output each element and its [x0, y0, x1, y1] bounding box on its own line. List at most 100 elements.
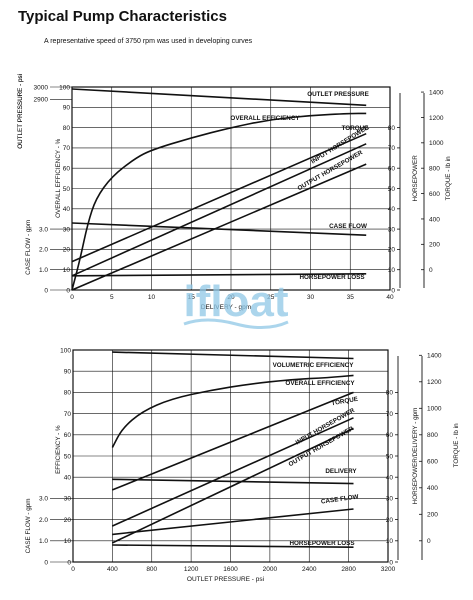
chart2-efficiency-tick-label: 40 — [64, 475, 72, 482]
chart2-efficiency-tick-label: 60 — [64, 432, 72, 439]
chart2-torque-tick-label: 1200 — [427, 379, 442, 386]
chart2-hp-delivery-tick-label: 60 — [386, 432, 394, 439]
chart1-torque-tick-label: 1000 — [429, 140, 444, 147]
chart1-horsepower-tick-label: 80 — [388, 125, 396, 132]
watermark-text: ifloat — [183, 277, 288, 326]
chart2-series-output-horsepower — [112, 427, 354, 544]
chart1-case-flow-tick-label: 2.0 — [39, 247, 48, 254]
chart2-x-tick-label: 3200 — [381, 566, 396, 573]
chart1-x-tick-label: 20 — [227, 294, 235, 301]
chart1-x-tick-label: 40 — [386, 294, 394, 301]
chart1-x-tick-label: 25 — [267, 294, 275, 301]
chart1-horsepower-tick-label: 0 — [391, 287, 395, 294]
chart1-torque-tick-label: 200 — [429, 242, 440, 249]
chart1-outlet-pressure-axis-label: OUTLET PRESSURE - psi — [17, 74, 24, 149]
chart1-x-tick-label: 0 — [70, 294, 74, 301]
chart2-torque-tick-label: 0 — [427, 538, 431, 545]
chart2-efficiency-tick-label: 70 — [64, 411, 72, 418]
chart1-x-tick-label: 35 — [347, 294, 355, 301]
chart2-x-tick-label: 1600 — [223, 566, 238, 573]
chart2-series-label-horsepower-loss: HORSEPOWER LOSS — [289, 540, 354, 547]
chart1-horsepower-axis-label: HORSEPOWER — [412, 155, 419, 202]
chart2-series-label-case-flow: CASE FLOW — [321, 493, 359, 505]
chart2-hp-delivery-axis-label: HORSEPOWER/DELIVERY - gpm — [412, 408, 419, 505]
chart1-efficiency-tick-label: 90 — [63, 105, 71, 112]
chart2-series-label-delivery: DELIVERY — [325, 468, 357, 475]
chart2-x-tick-label: 1200 — [184, 566, 199, 573]
chart1-series-label-horsepower-loss: HORSEPOWER LOSS — [299, 274, 364, 281]
chart2-series-delivery — [112, 478, 354, 485]
chart1-series-label-case-flow: CASE FLOW — [329, 223, 367, 230]
chart2-torque-tick-label: 200 — [427, 512, 438, 519]
chart1-case-flow-tick-label: 3.0 — [39, 226, 48, 233]
chart2-hp-delivery-tick-label: 40 — [386, 475, 394, 482]
chart1-case-flow-tick-label: 0 — [44, 287, 48, 294]
chart1-torque-axis-label: TORQUE - lb in — [445, 156, 452, 200]
chart2-series-label-torque: TORQUE — [331, 396, 359, 408]
chart1-efficiency-axis-label: OVERALL EFFICIENCY - % — [55, 138, 62, 217]
chart1-efficiency-tick-label: 40 — [63, 206, 71, 213]
page-title: Typical Pump Characteristics — [18, 8, 227, 25]
chart2-x-tick-label: 800 — [146, 566, 157, 573]
chart2-hp-delivery-tick-label: 20 — [386, 517, 394, 524]
chart1-outlet-pressure-tick-label: 2900 — [34, 97, 49, 104]
chart1-efficiency-tick-label: 50 — [63, 186, 71, 193]
chart2-torque-tick-label: 600 — [427, 459, 438, 466]
chart2-series-torque — [112, 391, 354, 491]
chart1-efficiency-tick-label: 80 — [63, 125, 71, 132]
chart2-x-tick-label: 0 — [71, 566, 75, 573]
chart1-series-label-overall-efficiency: OVERALL EFFICIENCY — [230, 115, 300, 122]
chart1-series-case-flow — [71, 222, 367, 236]
chart1-efficiency-tick-label: 60 — [63, 166, 71, 173]
chart1-horsepower-tick-label: 40 — [388, 206, 396, 213]
chart1-series-output-horsepower — [71, 163, 367, 291]
chart2-hp-delivery-tick-label: 0 — [389, 559, 393, 566]
chart1-outlet-pressure-axis-label: OUTLET PRESSURE - psi — [17, 74, 24, 149]
chart2-efficiency-tick-label: 20 — [64, 517, 72, 524]
watermark-wave-icon — [183, 318, 289, 329]
chart1-torque-tick-label: 1200 — [429, 115, 444, 122]
chart1-torque-tick-label: 1400 — [429, 89, 444, 96]
chart2-series-label-overall-efficiency: OVERALL EFFICIENCY — [285, 380, 355, 387]
chart1-case-flow-axis-label: CASE FLOW - gpm — [25, 220, 32, 275]
chart1-x-tick-label: 5 — [110, 294, 114, 301]
chart2-x-tick-label: 400 — [107, 566, 118, 573]
chart1-series-horsepower-loss — [71, 273, 367, 277]
chart2-x-tick-label: 2800 — [341, 566, 356, 573]
chart1-torque-tick-label: 0 — [429, 267, 433, 274]
chart1-case-flow-tick-label: 1.0 — [39, 267, 48, 274]
chart2-torque-tick-label: 1000 — [427, 406, 442, 413]
chart2-efficiency-tick-label: 80 — [64, 390, 72, 397]
chart2-case-flow-axis-label: CASE FLOW - gpm — [25, 498, 32, 553]
chart2-efficiency-axis-label: EFFICIENCY - % — [55, 425, 62, 474]
chart1-series-label-torque: TORQUE — [342, 125, 369, 132]
chart1-series-torque — [71, 132, 367, 263]
chart2-series-label-volumetric-efficiency: VOLUMETRIC EFFICIENCY — [273, 362, 355, 369]
chart1-series-overall-efficiency — [71, 112, 367, 291]
chart2-efficiency-tick-label: 0 — [67, 559, 71, 566]
chart2-efficiency-tick-label: 100 — [60, 347, 71, 354]
chart2-torque-tick-label: 1400 — [427, 353, 442, 360]
chart2-series-input-horsepower — [112, 417, 354, 527]
chart1-horsepower-tick-label: 20 — [388, 247, 396, 254]
page-subtitle: A representative speed of 3750 rpm was u… — [44, 38, 253, 45]
chart1-outlet-pressure-tick-label: 3000 — [34, 84, 49, 91]
chart2-series-horsepower-loss — [112, 544, 354, 548]
chart2-case-flow-tick-label: 3.0 — [39, 496, 48, 503]
chart1-x-tick-label: 30 — [307, 294, 315, 301]
chart2-case-flow-tick-label: 0 — [44, 559, 48, 566]
chart2-torque-axis-label: TORQUE - lb in — [453, 423, 460, 467]
chart1-torque-tick-label: 400 — [429, 216, 440, 223]
chart1-horsepower-tick-label: 60 — [388, 166, 396, 173]
chart1-x-axis-label: DELIVERY - gpm — [201, 304, 251, 311]
chart2-efficiency-tick-label: 10 — [64, 538, 72, 545]
chart1-x-tick-label: 10 — [148, 294, 156, 301]
chart2-series-overall-efficiency — [111, 374, 354, 448]
chart1-horsepower-tick-label: 50 — [388, 186, 396, 193]
chart2-torque-tick-label: 400 — [427, 485, 438, 492]
chart1-series-label-input-horsepower: INPUT HORSEPOWER — [310, 124, 371, 166]
chart2-case-flow-tick-label: 2.0 — [39, 517, 48, 524]
chart2-x-tick-label: 2400 — [302, 566, 317, 573]
chart1-efficiency-tick-label: 20 — [63, 247, 71, 254]
